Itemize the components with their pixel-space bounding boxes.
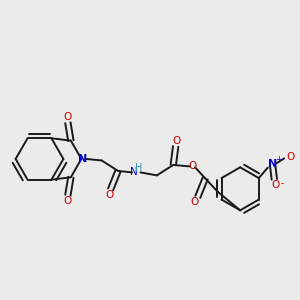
Text: O: O [105,190,113,200]
Text: O: O [286,152,294,162]
Text: N: N [130,167,137,176]
Text: -: - [280,179,283,188]
Text: O: O [191,197,199,207]
Text: O: O [188,161,196,171]
Text: O: O [64,196,72,206]
Text: O: O [172,136,180,146]
Text: N: N [78,154,87,164]
Text: H: H [135,163,142,173]
Text: O: O [272,180,280,190]
Text: N: N [268,159,278,169]
Text: +: + [275,155,282,164]
Text: O: O [64,112,72,122]
